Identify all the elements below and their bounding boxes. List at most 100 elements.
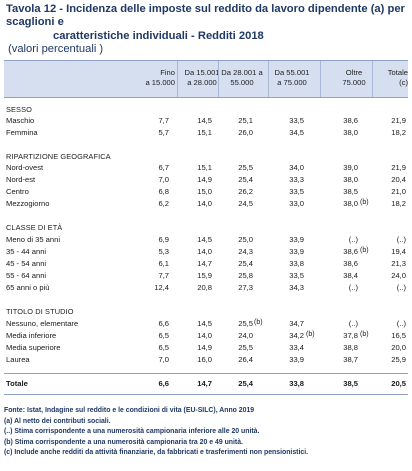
cell-col-4: 33,8	[289, 259, 304, 268]
row-label: Nord-ovest	[6, 163, 44, 172]
cell-col-4: 33,5	[289, 116, 304, 125]
table-row: 55 - 64 anni 7,7 15,9 25,8 33,5 38,4 24,0	[4, 271, 408, 283]
table-row: Laurea 7,0 16,0 26,4 33,9 38,7 25,9	[4, 355, 408, 367]
table-row: 35 - 44 anni 5,3 14,0 24,3 33,9 38,6 19,4 (b)	[4, 247, 408, 259]
cell-col-2: 14,9	[197, 175, 212, 184]
cell-col-6: 18,2	[391, 128, 406, 137]
cell-col-4: 34,0	[289, 163, 304, 172]
cell-col-6: (..)	[396, 283, 406, 292]
table-row: Maschio 7,7 14,5 25,1 33,5 38,6 21,9	[4, 116, 408, 128]
cell-col-2: 15,9	[197, 271, 212, 280]
cell-col-2: 14,0	[197, 199, 212, 208]
cell-col-3: 25,5	[238, 343, 253, 352]
footnote-source: Fonte: Istat, Indagine sul reddito e le …	[4, 407, 255, 414]
footnotes: Fonte: Istat, Indagine sul reddito e le …	[4, 406, 408, 459]
row-label: Laurea	[6, 355, 30, 364]
cell-col-2: 14,5	[197, 116, 212, 125]
cell-col-5: 38,6	[343, 116, 358, 125]
row-label: 55 - 64 anni	[6, 271, 47, 280]
row-label: Media inferiore	[6, 331, 57, 340]
cell-col-6: 20,4	[391, 175, 406, 184]
row-label: Nessuno, elementare	[6, 319, 79, 328]
cell-col-2: 14,7	[197, 379, 212, 388]
header-col-1: Fino a 15.000	[145, 68, 175, 87]
cell-col-4: 34,3	[289, 283, 304, 292]
table-row: Media inferiore 6,5 14,0 24,0 34,2 37,8 16,5 (b…	[4, 331, 408, 343]
cell-col-3: 26,4	[238, 355, 253, 364]
cell-col-3: 24,0	[238, 331, 253, 340]
cell-col-2: 14,7	[197, 259, 212, 268]
cell-col-6: 16,5	[391, 331, 406, 340]
cell-col-6: 21,9	[391, 163, 406, 172]
cell-col-2: 14,0	[197, 331, 212, 340]
footnote-b: (b) Stima corrispondente a una numerosit…	[4, 438, 243, 446]
cell-col-4: 33,9	[289, 235, 304, 244]
cell-col-4: 33,3	[289, 175, 304, 184]
cell-note: (b)	[254, 319, 263, 326]
cell-col-5: 38,4	[343, 271, 358, 280]
footnote-a: (a) Al netto dei contributi sociali.	[4, 417, 111, 425]
cell-col-3: 26,2	[238, 187, 253, 196]
cell-col-5: 39,0	[343, 163, 358, 172]
cell-col-6: 24,0	[391, 271, 406, 280]
row-label: Nord-est	[6, 175, 36, 184]
row-label: Media superiore	[6, 343, 61, 352]
table-row: Femmina 5,7 15,1 26,0 34,5 38,0 18,2	[4, 128, 408, 140]
cell-col-4: 33,5	[289, 271, 304, 280]
cell-col-4: 33,8	[289, 379, 304, 388]
cell-col-6: (..)	[396, 319, 406, 328]
row-label: Mezzogiorno	[6, 199, 50, 208]
cell-col-3: 26,0	[238, 128, 253, 137]
cell-col-5: (..)	[348, 319, 358, 328]
cell-col-3: 25,4	[238, 379, 253, 388]
title-line-1: Tavola 12 - Incidenza delle imposte sul …	[6, 3, 405, 29]
cell-col-6: 20,0	[391, 343, 406, 352]
table-row: Centro 6,8 15,0 26,2 33,5 38,5 21,0	[4, 187, 408, 199]
cell-col-3: 25,4	[238, 259, 253, 268]
cell-note: (b)	[360, 331, 369, 338]
total-top-rule	[4, 373, 408, 374]
cell-col-6: (..)	[396, 235, 406, 244]
cell-col-1: 6,7	[158, 163, 169, 172]
title-line-2: caratteristiche individuali - Redditi 20…	[53, 29, 264, 42]
row-label: 45 - 54 anni	[6, 259, 47, 268]
cell-col-1: 7,0	[158, 175, 169, 184]
cell-col-2: 20,8	[197, 283, 212, 292]
table-bottom-rule	[4, 394, 408, 395]
cell-col-5: (..)	[348, 235, 358, 244]
cell-col-2: 14,0	[197, 247, 212, 256]
cell-col-2: 14,9	[197, 343, 212, 352]
cell-col-5: 38,6	[343, 259, 358, 268]
cell-col-1: 5,7	[158, 128, 169, 137]
cell-col-5: (..)	[348, 283, 358, 292]
cell-col-1: 7,7	[158, 116, 169, 125]
cell-col-2: 14,5	[197, 319, 212, 328]
table-row: Meno di 35 anni 6,9 14,5 25,0 33,9 (..) (..)	[4, 235, 408, 247]
cell-col-1: 6,5	[158, 331, 169, 340]
row-label: 65 anni o più	[6, 283, 50, 292]
cell-col-2: 15,0	[197, 187, 212, 196]
cell-col-6: 21,9	[391, 116, 406, 125]
cell-col-3: 24,3	[238, 247, 253, 256]
cell-col-3: 25,4	[238, 175, 253, 184]
cell-col-5: 37,8	[343, 331, 358, 340]
row-label: Femmina	[6, 128, 38, 137]
cell-col-6: 18,2	[391, 199, 406, 208]
row-label: Totale	[6, 379, 28, 388]
cell-col-4: 34,5	[289, 128, 304, 137]
cell-col-3: 25,5	[238, 319, 253, 328]
cell-col-2: 15,1	[197, 128, 212, 137]
cell-col-1: 6,8	[158, 187, 169, 196]
cell-col-1: 7,7	[158, 271, 169, 280]
cell-col-2: 14,5	[197, 235, 212, 244]
cell-col-3: 25,5	[238, 163, 253, 172]
row-label: Maschio	[6, 116, 35, 125]
cell-col-4: 33,0	[289, 199, 304, 208]
cell-col-1: 7,0	[158, 355, 169, 364]
cell-col-5: 38,0	[343, 175, 358, 184]
table-row: Media superiore 6,5 14,9 25,5 33,4 38,8 20,0	[4, 343, 408, 355]
title-line-3: (valori percentuali )	[8, 43, 104, 56]
cell-note: (b)	[360, 247, 369, 254]
cell-col-5: 38,0	[343, 199, 358, 208]
cell-col-1: 6,6	[158, 379, 169, 388]
